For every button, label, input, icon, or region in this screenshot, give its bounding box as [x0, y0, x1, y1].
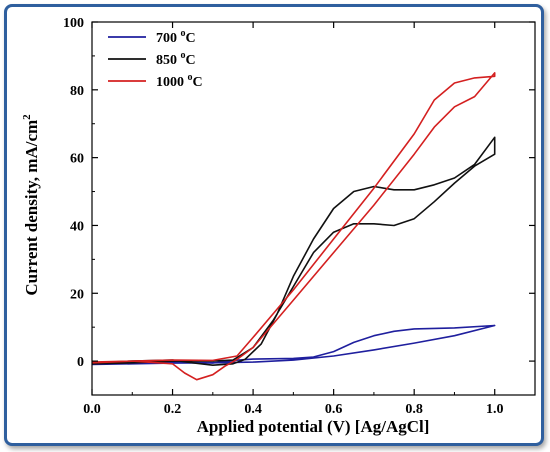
y-tick-label: 80: [70, 84, 84, 99]
y-axis-label-superscript: 2: [21, 114, 33, 120]
legend-label-700: 700 oC: [156, 28, 196, 46]
x-tick-label: 0.8: [405, 402, 423, 417]
legend-value: 700: [156, 31, 181, 46]
x-axis-label: Applied potential (V) [Ag/AgCl]: [197, 417, 430, 436]
y-axis-label-main: Current density, mA/cm: [22, 120, 41, 296]
series-line-850: [91, 136, 496, 366]
legend-label-1000: 1000 oC: [156, 72, 203, 90]
plot-border: [91, 21, 536, 396]
legend-unit: C: [186, 53, 196, 68]
legend-degree: o: [181, 50, 186, 61]
legend-degree: o: [181, 28, 186, 39]
x-tick-label: 1.0: [486, 402, 504, 417]
y-tick-label: 60: [70, 152, 84, 167]
legend-label-850: 850 oC: [156, 50, 196, 68]
series-line-1000: [91, 72, 496, 381]
legend-unit: C: [186, 31, 196, 46]
x-tick-label: 0.4: [244, 402, 262, 417]
x-tick-label: 0.2: [164, 402, 182, 417]
y-tick-label: 100: [63, 16, 84, 31]
legend-unit: C: [193, 75, 203, 90]
legend-value: 1000: [156, 75, 188, 90]
y-tick-label: 0: [77, 355, 84, 370]
y-tick-label: 20: [70, 287, 84, 302]
x-tick-label: 0.6: [325, 402, 343, 417]
legend-degree: o: [188, 72, 193, 83]
x-tick-label: 0.0: [83, 402, 101, 417]
y-tick-label: 40: [70, 219, 84, 234]
y-axis-label: Current density, mA/cm2: [21, 114, 41, 296]
legend-value: 850: [156, 53, 181, 68]
y-axis-label-group: Current density, mA/cm2: [21, 114, 41, 296]
series-line-700: [91, 324, 496, 366]
